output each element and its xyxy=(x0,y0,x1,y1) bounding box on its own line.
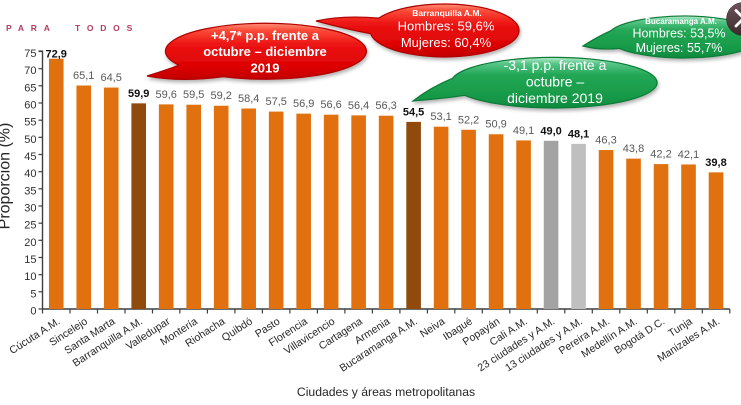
svg-text:54,5: 54,5 xyxy=(403,106,424,118)
svg-text:Hombres: 59,6%: Hombres: 59,6% xyxy=(398,19,495,34)
svg-text:Bucaramanga A.M.: Bucaramanga A.M. xyxy=(645,17,717,26)
svg-text:Quibdó: Quibdó xyxy=(220,315,255,344)
svg-text:octubre – diciembre: octubre – diciembre xyxy=(203,44,327,59)
svg-text:56,4: 56,4 xyxy=(348,100,369,112)
svg-text:Mujeres: 55,7%: Mujeres: 55,7% xyxy=(636,41,723,55)
svg-text:45: 45 xyxy=(24,151,36,163)
svg-text:25: 25 xyxy=(24,220,36,232)
svg-text:49,0: 49,0 xyxy=(540,125,561,137)
svg-text:diciembre 2019: diciembre 2019 xyxy=(507,90,603,106)
svg-text:0: 0 xyxy=(30,306,36,318)
svg-text:56,3: 56,3 xyxy=(375,100,396,112)
svg-text:Mujeres: 60,4%: Mujeres: 60,4% xyxy=(401,35,492,50)
svg-text:10: 10 xyxy=(24,271,36,283)
svg-text:65,1: 65,1 xyxy=(73,70,94,82)
svg-text:49,1: 49,1 xyxy=(513,125,534,137)
svg-text:59,6: 59,6 xyxy=(155,89,176,101)
svg-text:50: 50 xyxy=(24,134,36,146)
svg-text:52,2: 52,2 xyxy=(458,114,479,126)
svg-text:56,6: 56,6 xyxy=(320,99,341,111)
svg-text:75: 75 xyxy=(24,48,36,60)
svg-text:59,5: 59,5 xyxy=(183,89,204,101)
svg-text:59,9: 59,9 xyxy=(128,88,149,100)
svg-text:70: 70 xyxy=(24,65,36,77)
svg-text:octubre –: octubre – xyxy=(526,74,585,90)
svg-text:59,2: 59,2 xyxy=(210,90,231,102)
svg-text:30: 30 xyxy=(24,203,36,215)
svg-text:60: 60 xyxy=(24,100,36,112)
svg-text:40: 40 xyxy=(24,168,36,180)
svg-text:15: 15 xyxy=(24,254,36,266)
svg-text:57,5: 57,5 xyxy=(265,96,286,108)
svg-text:42,2: 42,2 xyxy=(650,149,671,161)
svg-text:Proporción (%): Proporción (%) xyxy=(0,123,14,230)
svg-text:65: 65 xyxy=(24,82,36,94)
svg-text:5: 5 xyxy=(30,288,36,300)
svg-text:2019: 2019 xyxy=(251,60,280,75)
svg-text:53,1: 53,1 xyxy=(430,111,451,123)
svg-text:Hombres: 53,5%: Hombres: 53,5% xyxy=(632,27,725,41)
svg-text:50,9: 50,9 xyxy=(485,119,506,131)
svg-text:Ciudades y áreas metropolitana: Ciudades y áreas metropolitanas xyxy=(297,385,475,399)
svg-text:64,5: 64,5 xyxy=(100,72,121,84)
svg-text:Barranquilla A.M.: Barranquilla A.M. xyxy=(412,8,482,18)
svg-text:35: 35 xyxy=(24,185,36,197)
svg-text:56,9: 56,9 xyxy=(293,98,314,110)
svg-text:58,4: 58,4 xyxy=(238,93,259,105)
svg-text:+4,7* p.p. frente a: +4,7* p.p. frente a xyxy=(211,28,320,43)
svg-text:46,3: 46,3 xyxy=(595,135,616,147)
svg-text:39,8: 39,8 xyxy=(705,157,726,169)
svg-text:42,1: 42,1 xyxy=(678,149,699,161)
svg-text:PARA TODOS: PARA TODOS xyxy=(6,23,139,33)
svg-text:48,1: 48,1 xyxy=(568,128,589,140)
svg-text:72,9: 72,9 xyxy=(45,49,66,61)
svg-text:55: 55 xyxy=(24,117,36,129)
svg-text:-3,1 p.p. frente a: -3,1 p.p. frente a xyxy=(504,57,607,73)
svg-text:20: 20 xyxy=(24,237,36,249)
svg-text:43,8: 43,8 xyxy=(623,143,644,155)
